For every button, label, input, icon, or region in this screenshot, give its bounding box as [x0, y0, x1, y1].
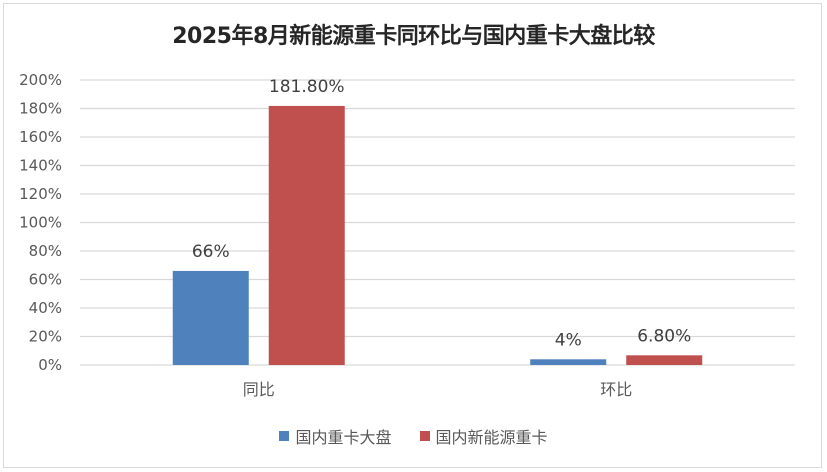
legend-swatch: [419, 431, 430, 441]
y-tick-label: 160%: [19, 128, 62, 146]
legend-swatch: [279, 431, 290, 441]
chart-title: 2025年8月新能源重卡同环比与国内重卡大盘比较: [172, 24, 655, 49]
data-label: 6.80%: [637, 326, 691, 346]
y-tick-label: 120%: [19, 185, 62, 203]
bar-1-0: [268, 105, 345, 365]
x-category-label: 环比: [600, 380, 632, 399]
bar-1-1: [626, 355, 703, 365]
y-tick-label: 40%: [29, 299, 62, 317]
bar-0-1: [530, 359, 607, 365]
y-tick-label: 100%: [19, 214, 62, 232]
y-tick-label: 200%: [19, 71, 62, 89]
data-label: 66%: [192, 242, 230, 262]
legend-label: 国内重卡大盘: [295, 428, 392, 447]
x-category-label: 同比: [243, 380, 275, 399]
legend-item-1: 国内新能源重卡: [419, 424, 548, 448]
legend: 国内重卡大盘 国内新能源重卡: [0, 424, 827, 448]
bar-0-0: [172, 270, 249, 365]
y-tick-label: 180%: [19, 100, 62, 118]
data-label: 181.80%: [269, 77, 345, 97]
y-tick-label: 140%: [19, 157, 62, 175]
legend-label: 国内新能源重卡: [435, 428, 548, 447]
legend-item-0: 国内重卡大盘: [279, 424, 392, 448]
y-tick-label: 60%: [29, 271, 62, 289]
y-tick-label: 80%: [29, 242, 62, 260]
y-tick-label: 0%: [38, 356, 62, 374]
y-tick-label: 20%: [29, 328, 62, 346]
data-label: 4%: [555, 330, 582, 350]
